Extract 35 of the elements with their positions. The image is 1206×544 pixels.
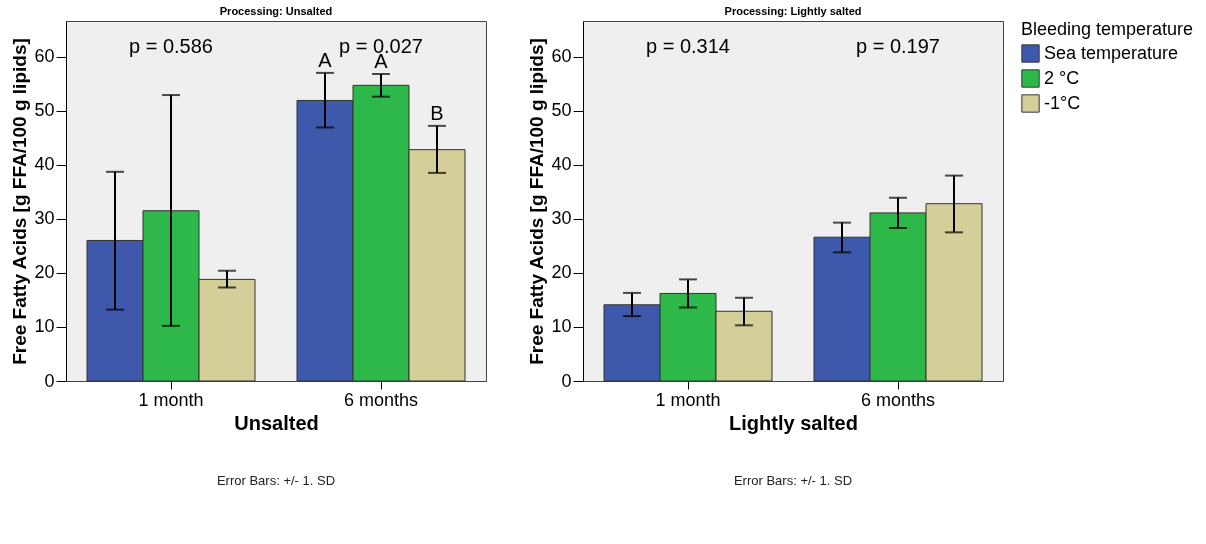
x-axis-title: Lightly salted — [729, 411, 858, 434]
text: Error Bars: +/- 1. SD — [216, 473, 336, 488]
x-tick-label: 1 month — [655, 389, 721, 410]
data-label: A — [318, 48, 333, 71]
y-tick-label: 20 — [34, 262, 55, 283]
y-tick-label: 40 — [551, 154, 572, 175]
legend-label: 2 °C — [1044, 67, 1080, 88]
y-axis-title: Free Fatty Acids [g FFA/100 g lipids] — [526, 38, 548, 365]
y-tick-label: 30 — [34, 208, 55, 229]
y-tick-label: 10 — [34, 316, 55, 337]
y-tick-label: 10 — [551, 316, 572, 337]
y-tick-label: 20 — [551, 262, 572, 283]
legend-label: -1°C — [1044, 92, 1081, 113]
text: Error Bars: +/- 1. SD — [733, 473, 853, 488]
y-tick-label: 0 — [44, 370, 55, 391]
chart-title: Processing: Unsalted — [219, 5, 333, 17]
x-tick-label: 1 month — [138, 389, 204, 410]
data-label: B — [430, 101, 444, 124]
y-tick-label: 0 — [561, 370, 572, 391]
y-tick-label: 50 — [34, 100, 55, 121]
y-tick-label: 60 — [551, 46, 572, 67]
legend-title: Bleeding temperature — [1021, 19, 1194, 39]
x-tick-label: 6 months — [343, 389, 419, 410]
y-tick-label: 40 — [34, 154, 55, 175]
y-axis-title: Free Fatty Acids [g FFA/100 g lipids] — [9, 38, 31, 365]
y-tick-label: 60 — [34, 46, 55, 67]
y-tick-label: 50 — [551, 100, 572, 121]
annotation: p = 0.586 — [129, 35, 213, 57]
x-tick-label: 6 months — [860, 389, 936, 410]
annotation: p = 0.197 — [856, 35, 940, 57]
y-tick-label: 30 — [551, 208, 572, 229]
annotation: p = 0.314 — [646, 35, 730, 57]
x-axis-title: Unsalted — [234, 411, 319, 434]
legend-label: Sea temperature — [1044, 42, 1179, 63]
chart-title: Processing: Lightly salted — [724, 5, 862, 17]
